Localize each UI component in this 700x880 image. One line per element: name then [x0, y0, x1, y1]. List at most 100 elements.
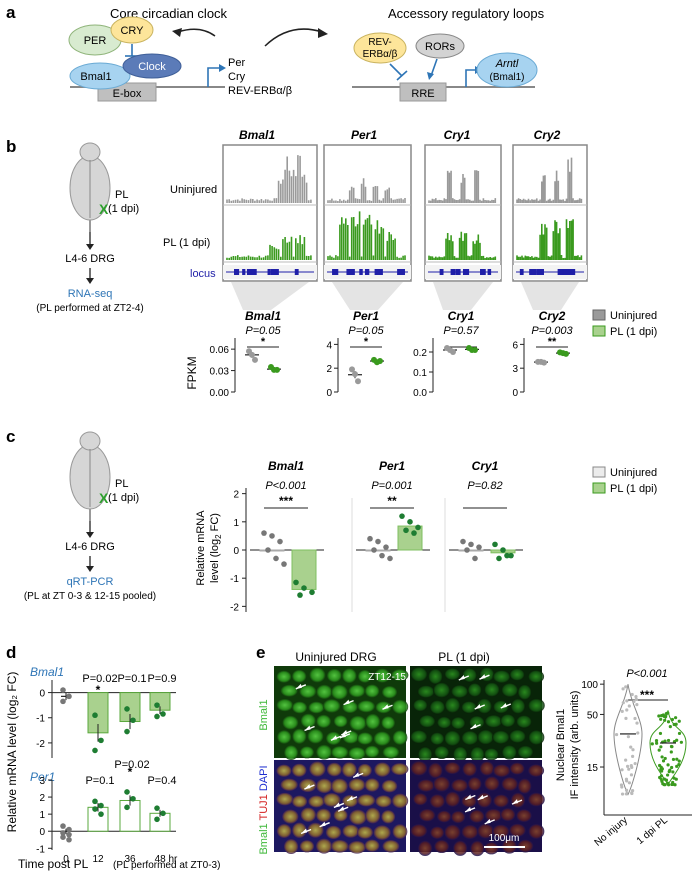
neuron-cell	[527, 698, 545, 713]
fpkm-tick-label: 0.0	[413, 388, 427, 399]
neuron-cell	[349, 715, 367, 731]
e-cell-point	[629, 745, 633, 749]
neuron-cell	[365, 713, 381, 730]
neuron-cell	[429, 699, 446, 715]
fpkm-point	[450, 349, 456, 355]
uninjured-coverage	[428, 170, 497, 203]
e-cell-point	[614, 732, 619, 737]
neuron-cell	[322, 792, 341, 807]
fpkm-tick-label: 0.00	[210, 388, 230, 399]
fpkm-tick-label: 6	[512, 340, 518, 351]
neuron-cell	[364, 684, 380, 698]
e-tick-label: 50	[587, 710, 599, 721]
neuron-cell	[375, 701, 392, 714]
e-cell-point	[620, 792, 625, 796]
c-ylabel-2a: level (log	[209, 539, 221, 583]
indicator-arrow-head	[479, 674, 486, 680]
target-cry: Cry	[228, 71, 246, 83]
e-cell-point	[631, 789, 635, 793]
c-stars: **	[387, 494, 397, 508]
fpkm-pvalue: P=0.003	[531, 325, 573, 337]
c-legend-pl: PL (1 dpi)	[610, 483, 657, 495]
ebox-label: E-box	[113, 88, 142, 100]
c-flow-arrow-2-head	[86, 566, 94, 572]
neuron-cell	[309, 667, 326, 683]
e-cell-point	[664, 778, 669, 782]
e-cell-point	[663, 756, 667, 761]
target-rev-erb: REV-ERBα/β	[228, 85, 292, 97]
e-cell-point	[660, 755, 664, 759]
locus-exon	[529, 269, 537, 275]
d-tick-label: 2	[39, 793, 45, 804]
e-col1-title: Uninjured DRG	[295, 650, 376, 664]
d-point	[124, 789, 130, 795]
neuron-cell	[517, 745, 534, 759]
b-legend-pl: PL (1 dpi)	[610, 326, 657, 338]
c-point	[508, 552, 514, 559]
track-label-uninjured: Uninjured	[170, 184, 217, 196]
neuron-cell	[444, 697, 461, 714]
neuron-cell	[308, 795, 325, 808]
neuron-cell	[477, 729, 495, 745]
c-point	[407, 519, 413, 525]
c-pvalue: P<0.001	[265, 480, 306, 492]
e-row2-tuj1: TUJ1	[258, 794, 270, 820]
svg-text:X: X	[99, 201, 109, 217]
neuron-cell	[364, 839, 380, 852]
neuron-cell	[509, 729, 527, 744]
inhibition-line-right	[389, 63, 403, 77]
d-point	[92, 806, 98, 812]
neuron-cell	[461, 824, 479, 840]
e-cell-point	[621, 701, 625, 705]
neuron-cell	[341, 762, 357, 778]
e-cell-point	[624, 758, 628, 762]
svg-text:X: X	[99, 490, 109, 506]
neuron-cell	[276, 670, 292, 683]
d-tick-label: -1	[36, 714, 45, 725]
neuron-cell	[492, 764, 511, 778]
neuron-cell	[349, 809, 367, 825]
accessory-loops-title: Accessory regulatory loops	[388, 6, 545, 21]
c-point	[403, 527, 409, 534]
d-title: Bmal1	[30, 665, 64, 679]
core-clock-title: Core circadian clock	[110, 6, 228, 21]
c-point	[273, 555, 279, 562]
track-label-pl: PL (1 dpi)	[163, 237, 210, 249]
c-pvalue: P=0.001	[371, 480, 412, 492]
neuron-cell	[500, 807, 516, 822]
indicator-arrow-head	[500, 703, 507, 709]
fpkm-plot-bmal1: Bmal1 P=0.05* 0.00 0.03 0.06	[210, 309, 282, 399]
c-stars: ***	[279, 494, 293, 508]
d-point	[66, 836, 72, 843]
d-point	[60, 830, 66, 836]
indicator-arrow-head	[343, 699, 350, 705]
b-legend-uninjured: Uninjured	[610, 310, 657, 322]
locus-exon	[242, 269, 246, 275]
e-cell-point	[657, 714, 661, 718]
c-point	[281, 561, 287, 567]
locus-exon	[455, 269, 461, 275]
indicator-arrow-head	[353, 772, 360, 778]
neuron-cell	[469, 809, 485, 824]
uninjured-coverage	[516, 157, 583, 203]
e-cell-point	[671, 770, 675, 774]
mouse-illustration-c: X	[69, 431, 111, 521]
track-box-per1	[323, 144, 412, 282]
c-point	[297, 592, 303, 598]
indicator-arrow-head	[339, 732, 346, 738]
promoter-arrow-left	[207, 67, 222, 87]
c-point	[464, 547, 470, 553]
d-pvalue: P=0.1	[117, 673, 146, 685]
locus-exon	[487, 269, 492, 275]
neuron-cell	[382, 839, 400, 853]
neuron-cell	[450, 684, 469, 699]
e-cell-point	[670, 717, 675, 722]
e-cell-point	[631, 748, 635, 752]
indicator-arrow-head	[458, 675, 465, 681]
c-point	[265, 547, 271, 553]
neuron-cell	[434, 839, 450, 854]
track-zoom-funnels	[231, 282, 579, 310]
neuron-cell	[410, 823, 428, 838]
c-note-label: (PL at ZT 0-3 & 12-15 pooled)	[24, 591, 156, 602]
d-ylabel: Relative mRNA level (log₂ FC)	[5, 672, 19, 833]
